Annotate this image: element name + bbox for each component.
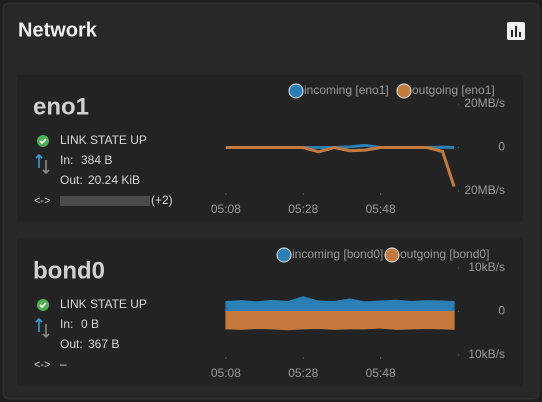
in-label: In:	[60, 317, 73, 331]
widget-title: Network	[18, 19, 98, 41]
y-tick-label: 0	[498, 304, 505, 318]
in-value: 0 B	[81, 317, 99, 331]
chart-icon[interactable]	[507, 22, 525, 40]
out-label: Out:	[60, 337, 83, 351]
out-value: 367 B	[88, 337, 119, 351]
x-tick-label: 05:08	[211, 202, 241, 216]
masked-address	[60, 196, 150, 206]
link-state: LINK STATE UP	[60, 297, 147, 311]
legend-swatch	[384, 247, 400, 263]
out-value: 20.24 KiB	[88, 173, 140, 187]
y-tick-label: 20MB/s	[464, 96, 505, 110]
y-tick-label: 20MB/s	[464, 183, 505, 197]
y-tick-label: 10kB/s	[468, 347, 505, 361]
traffic-icon	[42, 160, 50, 175]
check	[39, 302, 47, 309]
address-icon: <->	[34, 359, 51, 371]
address: (+2)	[151, 193, 173, 207]
x-tick-label: 05:08	[211, 366, 241, 380]
legend-swatch	[396, 83, 412, 99]
x-tick-label: 05:28	[288, 366, 318, 380]
line	[225, 145, 456, 188]
x-tick-label: 05:28	[288, 202, 318, 216]
legend-label: outgoing [bond0]	[400, 247, 489, 261]
address: –	[60, 357, 67, 371]
x-tick-label: 05:48	[366, 202, 396, 216]
check	[39, 138, 47, 145]
area	[225, 311, 455, 331]
y-tick-label: 10kB/s	[468, 260, 505, 274]
address-icon: <->	[34, 195, 51, 207]
legend-label: incoming [eno1]	[304, 83, 389, 97]
in-label: In:	[60, 153, 73, 167]
area	[225, 296, 455, 312]
interface-name: eno1	[33, 93, 89, 120]
traffic-icon	[35, 317, 43, 332]
legend-swatch	[288, 83, 304, 99]
out-label: Out:	[60, 173, 83, 187]
legend-label: outgoing [eno1]	[412, 83, 495, 97]
x-tick-label: 05:48	[366, 366, 396, 380]
legend-swatch	[276, 247, 292, 263]
traffic-icon	[35, 153, 43, 168]
legend-label: incoming [bond0]	[292, 247, 383, 261]
traffic-icon	[42, 324, 50, 339]
y-tick-label: 0	[498, 140, 505, 154]
in-value: 384 B	[81, 153, 112, 167]
link-state: LINK STATE UP	[60, 133, 147, 147]
interface-name: bond0	[33, 257, 105, 284]
